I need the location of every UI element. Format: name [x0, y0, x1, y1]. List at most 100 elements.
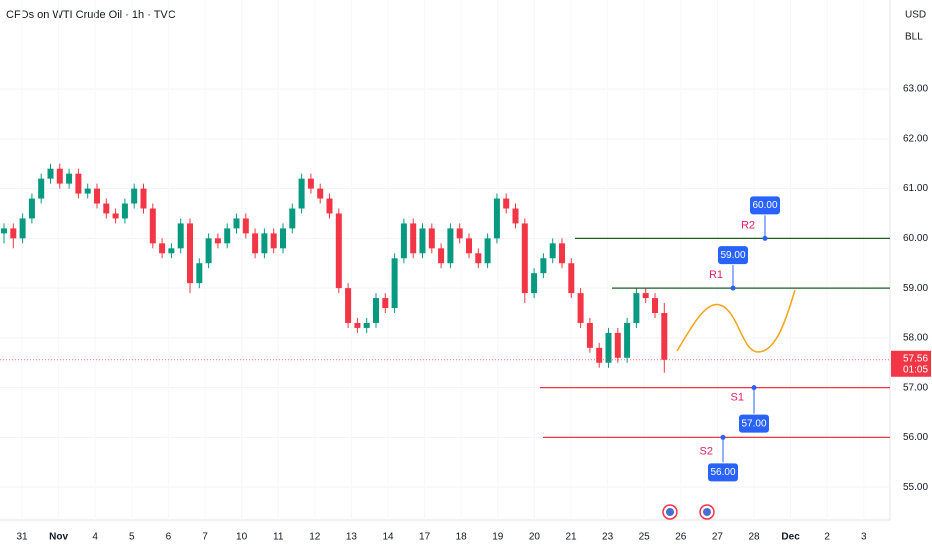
candle-body — [280, 228, 286, 249]
x-tick-label: Dec — [781, 532, 800, 543]
candle-body — [224, 228, 231, 244]
x-tick-label: 13 — [346, 532, 358, 543]
candle-body — [540, 258, 547, 274]
candle-body — [447, 228, 454, 264]
candle-body — [586, 322, 593, 348]
candle-body — [614, 332, 621, 358]
y-tick-label: 60.00 — [903, 233, 928, 244]
level-dot — [762, 235, 768, 241]
candle-body — [661, 312, 668, 360]
candle-body — [177, 223, 184, 249]
candle-body — [56, 168, 63, 184]
unit: BLL — [905, 32, 923, 43]
candle-body — [28, 198, 35, 219]
y-tick-label: 61.00 — [903, 183, 928, 194]
y-tick-label: 56.00 — [903, 432, 928, 443]
candle-body — [307, 178, 314, 189]
candle-body — [345, 288, 352, 323]
level-value-label: 56.00 — [710, 467, 735, 478]
level-value-label: 57.00 — [741, 418, 766, 429]
x-tick-label: 21 — [565, 532, 577, 543]
candle-body — [94, 188, 100, 204]
level-value-label: 59.00 — [720, 250, 745, 261]
candle-body — [326, 198, 333, 214]
currency: USD — [905, 10, 926, 21]
x-tick-label: 11 — [273, 532, 284, 543]
level-dot — [751, 385, 757, 391]
candle-body — [410, 223, 417, 254]
x-tick-label: 14 — [382, 532, 394, 543]
candle-body — [531, 273, 538, 294]
level-dot — [730, 285, 736, 291]
level-value-box — [708, 463, 738, 482]
candle-body — [38, 178, 45, 199]
candle-body — [140, 188, 147, 209]
event-icons — [662, 504, 715, 520]
candle-body — [456, 228, 463, 239]
x-tick-label: 5 — [129, 532, 135, 543]
x-tick-label: 27 — [712, 532, 724, 543]
x-tick-label: 6 — [166, 532, 172, 543]
level-name: R2 — [741, 219, 755, 231]
y-tick-label: 58.00 — [903, 333, 928, 344]
candle-body — [568, 263, 575, 294]
level-value-box — [750, 196, 780, 215]
chart-title: CFDs on WTI Crude Oil · 1h · TVC — [6, 9, 176, 21]
candle-body — [354, 322, 361, 328]
candle-body — [270, 233, 277, 249]
candle-body — [242, 218, 249, 234]
x-tick-label: 18 — [456, 532, 468, 543]
event-flag — [703, 508, 711, 516]
candle-body — [475, 253, 482, 264]
x-tick-label: 19 — [492, 532, 504, 543]
candle-body — [652, 298, 658, 313]
forecast-path — [676, 289, 796, 353]
candle-body — [121, 203, 128, 219]
candle-body — [131, 188, 138, 204]
x-tick-label: 31 — [16, 532, 28, 543]
candle-body — [642, 293, 649, 299]
candle-body — [75, 173, 82, 194]
y-tick-label: 55.00 — [903, 482, 928, 493]
candle-body — [391, 258, 398, 309]
candle-body — [84, 188, 91, 194]
candle-body — [363, 322, 370, 328]
candle-body — [484, 238, 491, 264]
candle-body — [168, 248, 175, 254]
candle-body — [112, 213, 119, 219]
level-name: S2 — [700, 445, 713, 457]
candle-body — [596, 347, 603, 363]
candle-body — [196, 263, 203, 284]
candle-body — [159, 243, 166, 254]
candle-body — [512, 208, 519, 224]
candle-body — [103, 203, 110, 214]
x-tick-label: 7 — [202, 532, 208, 543]
candle-body — [373, 298, 379, 323]
candle-body — [624, 322, 631, 358]
y-tick-label: 63.00 — [903, 84, 928, 95]
candle-body — [400, 223, 407, 259]
candle-body — [205, 238, 212, 264]
x-tick-label: 25 — [639, 532, 651, 543]
x-tick-label: 17 — [419, 532, 431, 543]
x-tick-label: 2 — [824, 532, 830, 543]
level-value-label: 60.00 — [752, 200, 777, 211]
y-tick-label: 62.00 — [903, 133, 928, 144]
candle-body — [633, 293, 640, 323]
level-value-box — [718, 246, 748, 265]
candle-body — [493, 198, 500, 239]
candle-body — [466, 238, 472, 254]
candles — [1, 163, 668, 373]
x-tick-label: 28 — [748, 532, 760, 543]
x-tick-label: 12 — [309, 532, 321, 543]
x-tick-label: 10 — [236, 532, 248, 543]
level-name: S1 — [731, 392, 744, 404]
candle-body — [577, 293, 584, 323]
level-name: R1 — [709, 269, 723, 281]
grid — [0, 88, 890, 488]
x-tick-label: 20 — [529, 532, 541, 543]
level-dot — [720, 434, 726, 440]
candle-body — [261, 233, 268, 254]
